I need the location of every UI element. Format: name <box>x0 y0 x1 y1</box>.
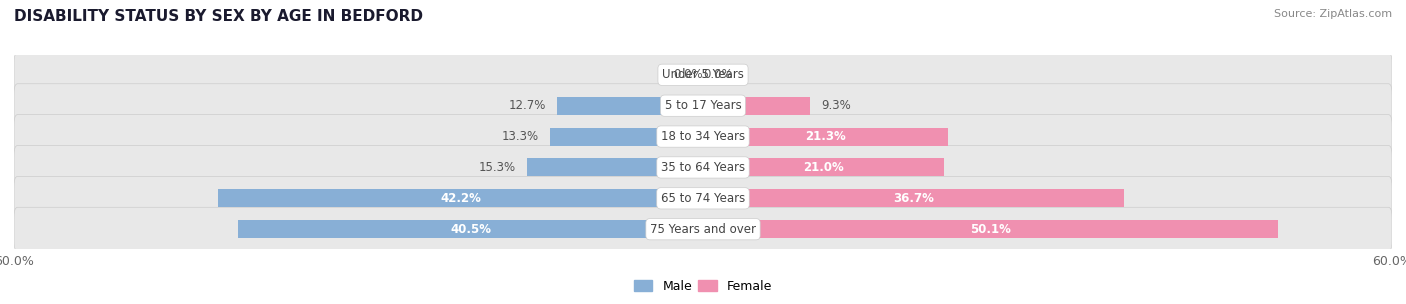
Text: 21.3%: 21.3% <box>804 130 845 143</box>
Text: Source: ZipAtlas.com: Source: ZipAtlas.com <box>1274 9 1392 19</box>
Text: 35 to 64 Years: 35 to 64 Years <box>661 161 745 174</box>
Text: 40.5%: 40.5% <box>450 223 491 236</box>
Bar <box>703 220 1278 238</box>
Text: 21.0%: 21.0% <box>803 161 844 174</box>
Legend: Male, Female: Male, Female <box>628 275 778 298</box>
Bar <box>703 189 1125 207</box>
Bar <box>218 189 703 207</box>
Text: 0.0%: 0.0% <box>673 68 703 81</box>
Text: 18 to 34 Years: 18 to 34 Years <box>661 130 745 143</box>
Bar <box>238 220 703 238</box>
Text: 42.2%: 42.2% <box>440 192 481 205</box>
Text: 0.0%: 0.0% <box>703 68 733 81</box>
FancyBboxPatch shape <box>14 207 1392 251</box>
FancyBboxPatch shape <box>14 84 1392 128</box>
Bar <box>703 158 945 176</box>
Text: DISABILITY STATUS BY SEX BY AGE IN BEDFORD: DISABILITY STATUS BY SEX BY AGE IN BEDFO… <box>14 9 423 24</box>
Text: 13.3%: 13.3% <box>502 130 538 143</box>
Text: 75 Years and over: 75 Years and over <box>650 223 756 236</box>
Bar <box>703 97 810 115</box>
Text: 65 to 74 Years: 65 to 74 Years <box>661 192 745 205</box>
FancyBboxPatch shape <box>14 146 1392 189</box>
FancyBboxPatch shape <box>14 176 1392 220</box>
FancyBboxPatch shape <box>14 53 1392 97</box>
Text: 5 to 17 Years: 5 to 17 Years <box>665 99 741 112</box>
Text: 9.3%: 9.3% <box>821 99 851 112</box>
FancyBboxPatch shape <box>14 115 1392 158</box>
Text: 50.1%: 50.1% <box>970 223 1011 236</box>
Text: 15.3%: 15.3% <box>478 161 516 174</box>
Text: Under 5 Years: Under 5 Years <box>662 68 744 81</box>
Text: 12.7%: 12.7% <box>509 99 546 112</box>
Bar <box>557 97 703 115</box>
Bar <box>703 128 948 146</box>
Text: 36.7%: 36.7% <box>893 192 934 205</box>
Bar <box>527 158 703 176</box>
Bar <box>550 128 703 146</box>
